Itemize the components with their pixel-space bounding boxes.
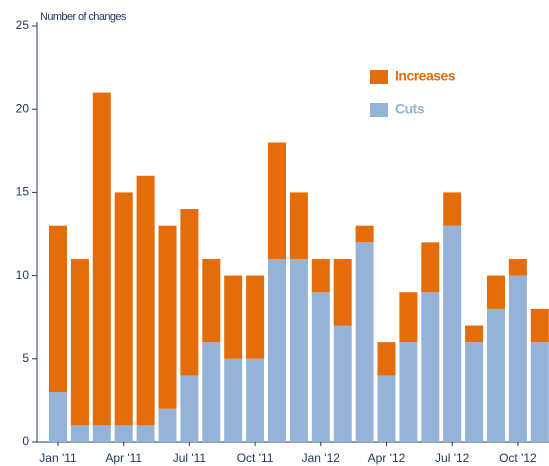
y-tick-label: 20 — [16, 101, 30, 115]
bar-segment — [136, 175, 155, 426]
bar-segment — [70, 425, 89, 442]
x-tick-label: Oct '11 — [237, 451, 274, 465]
bar-segment — [530, 342, 549, 442]
x-tick-label: Jul '12 — [435, 451, 470, 465]
bar-segment — [202, 258, 221, 343]
bar-segment — [465, 342, 484, 442]
bar-segment — [333, 258, 352, 326]
x-tick-label: Apr '11 — [105, 451, 142, 465]
y-tick-label: 25 — [16, 18, 30, 32]
bar-segment — [487, 308, 505, 442]
y-axis-label: Number of changes — [40, 11, 127, 23]
legend-label: Increases — [395, 68, 456, 84]
bar-segment — [49, 392, 67, 442]
bar-segment — [268, 142, 286, 259]
bar-segment — [421, 242, 440, 293]
x-tick-label: Jul '11 — [173, 451, 207, 465]
bar-segment — [355, 225, 374, 243]
bar-segment — [530, 308, 549, 343]
legend-swatch — [370, 70, 388, 84]
bar-segment — [289, 192, 308, 259]
y-tick-label: 5 — [22, 351, 29, 365]
bar-segment — [180, 375, 199, 442]
bar-segment — [202, 342, 221, 442]
bar-segment — [224, 275, 243, 359]
bar-segment — [443, 225, 462, 442]
bar-segment — [49, 225, 67, 393]
bar-segment — [443, 192, 462, 226]
bar-segment — [92, 92, 111, 426]
bar-segment — [311, 258, 330, 293]
y-tick-label: 15 — [16, 185, 30, 199]
y-tick-label: 10 — [16, 268, 30, 282]
bar-segment — [224, 358, 243, 442]
legend-label: Cuts — [395, 101, 425, 117]
x-tick-label: Jan '11 — [39, 451, 77, 465]
bar-segment — [355, 242, 374, 442]
bar-segment — [311, 292, 330, 442]
legend-swatch — [370, 103, 388, 117]
bar-segment — [136, 425, 155, 442]
bar-segment — [508, 258, 527, 276]
bar-segment — [465, 325, 484, 343]
x-tick-label: Apr '12 — [368, 451, 406, 465]
bar-segment — [114, 425, 133, 442]
bar-segment — [158, 225, 177, 409]
bar-segment — [70, 258, 89, 426]
x-tick-label: Jan '12 — [302, 451, 341, 465]
bar-segment — [399, 342, 418, 442]
bar-segment — [180, 209, 199, 376]
x-tick-label: Oct '12 — [499, 451, 537, 465]
bar-segment — [399, 292, 418, 343]
bar-segment — [246, 358, 265, 442]
bar-segment — [421, 292, 440, 442]
bar-segment — [158, 408, 177, 442]
bar-segment — [377, 375, 396, 442]
y-tick-label: 0 — [22, 434, 29, 448]
bar-segment — [114, 192, 133, 426]
bar-segment — [289, 258, 308, 442]
bar-segment — [92, 425, 111, 442]
bar-segment — [333, 325, 352, 442]
bar-segment — [508, 275, 527, 442]
bar-segment — [377, 342, 396, 376]
bar-segment — [268, 258, 286, 442]
bar-segment — [487, 275, 505, 309]
bar-segment — [246, 275, 265, 359]
